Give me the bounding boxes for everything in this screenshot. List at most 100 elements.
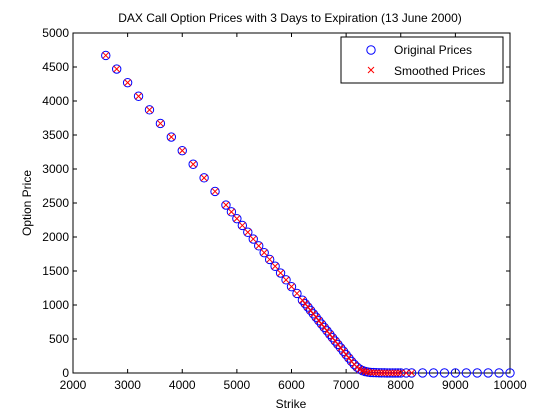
data-point-smoothed — [361, 368, 369, 375]
data-point-original — [188, 159, 198, 169]
data-point-smoothed — [260, 249, 268, 256]
data-point-original — [319, 322, 329, 333]
chart-title: DAX Call Option Prices with 3 Days to Ex… — [118, 11, 462, 25]
data-point-smoothed — [189, 160, 197, 168]
data-point-original — [248, 234, 258, 244]
data-point-original — [341, 349, 351, 360]
data-point-original — [305, 305, 316, 316]
data-point-original — [221, 200, 231, 210]
data-point-smoothed — [381, 369, 388, 377]
y-tick-label: 5000 — [42, 26, 69, 40]
legend-label-original: Original Prices — [394, 43, 472, 57]
x-tick-label: 2000 — [60, 378, 87, 392]
data-point-smoothed — [370, 369, 377, 376]
y-tick-label: 3000 — [42, 162, 69, 176]
data-point-original — [254, 241, 264, 251]
data-point-original — [122, 77, 133, 88]
data-point-smoothed — [238, 222, 246, 229]
data-point-original — [144, 105, 155, 115]
data-point-original — [275, 268, 286, 278]
data-point-smoothed — [293, 290, 301, 297]
data-point-original — [300, 298, 310, 309]
x-tick-label: 3000 — [114, 378, 141, 392]
data-point-original — [237, 220, 248, 231]
data-point-original — [232, 213, 242, 224]
y-tick-label: 2000 — [42, 230, 69, 244]
data-series — [101, 50, 515, 378]
y-tick-label: 0 — [62, 366, 69, 380]
x-tick-label: 9000 — [442, 378, 469, 392]
y-axis-ticks: 0 500 1000 1500 2000 2500 3000 3500 4000 4500 5000 — [42, 26, 510, 380]
data-point-smoothed — [408, 369, 416, 377]
y-tick-label: 3500 — [42, 128, 69, 142]
data-point-original — [450, 368, 461, 378]
data-point-smoothed — [277, 269, 284, 277]
data-point-original — [303, 302, 313, 312]
x-tick-label: 7000 — [333, 378, 360, 392]
data-point-original — [327, 332, 338, 343]
data-point-smoothed — [244, 228, 252, 236]
data-point-original — [166, 132, 177, 142]
data-point-original — [297, 295, 308, 305]
data-point-smoothed — [222, 201, 230, 209]
data-point-original — [344, 353, 354, 363]
data-point-smoothed — [113, 65, 121, 73]
data-point-original — [494, 368, 504, 378]
x-tick-label: 4000 — [169, 378, 196, 392]
data-point-smoothed — [288, 283, 295, 290]
data-point-smoothed — [367, 369, 375, 376]
data-point-original — [333, 339, 343, 350]
data-point-smoothed — [271, 262, 279, 270]
legend-marker-smoothed — [367, 66, 375, 74]
x-axis-label: Strike — [276, 397, 307, 411]
data-point-smoothed — [389, 369, 396, 377]
y-tick-label: 4000 — [42, 94, 69, 108]
data-point-original — [199, 173, 209, 183]
data-point-original — [316, 319, 327, 329]
data-point-smoothed — [167, 133, 175, 141]
data-point-smoothed — [378, 369, 385, 377]
data-point-original — [311, 312, 321, 322]
data-point-smoothed — [255, 242, 263, 250]
data-point-original — [346, 356, 357, 367]
data-point-original — [243, 227, 253, 237]
data-point-original — [264, 254, 275, 265]
data-point-original — [472, 368, 482, 378]
legend-box — [340, 36, 504, 84]
y-tick-label: 1000 — [42, 298, 69, 312]
data-point-original — [505, 368, 515, 378]
legend: Original Prices Smoothed Prices — [340, 36, 504, 84]
data-point-smoothed — [102, 52, 110, 59]
data-point-original — [270, 261, 280, 271]
data-point-smoothed — [135, 92, 142, 100]
data-point-original — [292, 288, 302, 299]
data-point-original — [439, 368, 450, 378]
y-tick-label: 1500 — [42, 264, 69, 278]
x-tick-label: 10000 — [493, 378, 527, 392]
data-point-smoothed — [211, 188, 219, 195]
data-point-original — [396, 368, 406, 378]
plot-area — [72, 32, 511, 374]
data-point-smoothed — [266, 256, 274, 263]
data-point-smoothed — [386, 369, 394, 377]
data-point-smoothed — [233, 215, 241, 222]
y-tick-label: 4500 — [42, 60, 69, 74]
data-point-smoothed — [249, 235, 257, 243]
data-point-original — [281, 275, 291, 285]
data-point-original — [338, 346, 349, 356]
data-point-smoothed — [375, 369, 383, 377]
data-point-smoothed — [178, 147, 186, 154]
data-point-smoothed — [124, 79, 131, 86]
data-point-original — [325, 329, 335, 339]
data-point-original — [322, 326, 332, 336]
data-point-original — [177, 145, 187, 156]
data-point-smoothed — [146, 106, 153, 114]
data-point-smoothed — [394, 369, 402, 377]
data-point-original — [286, 281, 297, 292]
data-point-smoothed — [364, 368, 372, 376]
data-point-smoothed — [372, 369, 380, 377]
legend-label-smoothed: Smoothed Prices — [394, 64, 485, 78]
data-point-original — [112, 64, 122, 74]
data-point-original — [390, 368, 400, 378]
